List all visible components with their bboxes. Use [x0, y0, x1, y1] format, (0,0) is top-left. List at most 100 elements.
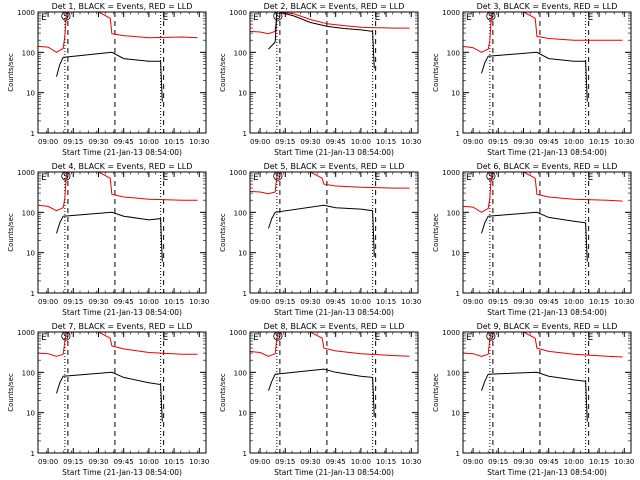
chart-panel: Det 4, BLACK = Events, RED = LLD Counts/s…	[7, 162, 209, 317]
eclipse-exit-label: E	[588, 333, 594, 343]
y-tick-label: 10	[238, 250, 247, 258]
x-tick-label: 09:00	[38, 458, 58, 466]
y-tick-label: 1000	[229, 9, 247, 17]
x-axis-label: Start Time (21-Jan-13 08:54:00)	[62, 148, 182, 157]
x-tick-label: 09:00	[250, 138, 270, 146]
x-tick-label: 09:15	[275, 298, 295, 306]
x-tick-label: 10:30	[401, 298, 421, 306]
y-axis-label: Counts/sec	[7, 53, 15, 92]
y-tick-label: 1	[456, 290, 460, 298]
y-tick-label: 1000	[442, 169, 460, 177]
x-tick-label: 09:15	[275, 458, 295, 466]
y-tick-label: 10	[26, 90, 35, 98]
x-tick-label: 10:15	[376, 138, 396, 146]
y-tick-label: 1	[31, 450, 35, 458]
chart-panel: Det 9, BLACK = Events, RED = LLD Counts/s…	[432, 322, 634, 477]
y-tick-label: 100	[22, 49, 35, 57]
y-tick-label: 1000	[17, 329, 35, 337]
x-tick-label: 09:15	[488, 458, 508, 466]
y-tick-label: 10	[451, 90, 460, 98]
events-series-line	[268, 11, 375, 69]
chart-title: Det 5, BLACK = Events, RED = LLD	[264, 162, 405, 171]
events-series-line	[481, 51, 588, 102]
x-axis-label: Start Time (21-Jan-13 08:54:00)	[487, 468, 607, 477]
y-tick-label: 100	[234, 209, 247, 217]
x-tick-label: 09:00	[250, 298, 270, 306]
eclipse-exit-label: E	[588, 13, 594, 23]
x-tick-label: 10:15	[589, 138, 609, 146]
x-axis-label: Start Time (21-Jan-13 08:54:00)	[274, 308, 394, 317]
y-tick-label: 10	[238, 410, 247, 418]
y-axis-label: Counts/sec	[219, 373, 227, 412]
y-axis-label: Counts/sec	[7, 373, 15, 412]
y-tick-label: 1	[243, 290, 247, 298]
chart-panel: Det 3, BLACK = Events, RED = LLD Counts/s…	[432, 2, 634, 157]
x-tick-label: 10:30	[614, 298, 634, 306]
x-tick-label: 09:45	[539, 138, 559, 146]
x-axis-label: Start Time (21-Jan-13 08:54:00)	[274, 148, 394, 157]
y-tick-label: 10	[451, 410, 460, 418]
chart-panel: Det 2, BLACK = Events, RED = LLD Counts/s…	[219, 2, 421, 157]
x-tick-label: 10:30	[614, 138, 634, 146]
x-tick-label: 09:30	[88, 138, 108, 146]
eclipse-entry-label: E	[41, 333, 47, 343]
x-tick-label: 10:15	[589, 298, 609, 306]
y-tick-label: 10	[26, 410, 35, 418]
lld-series-line	[249, 11, 410, 35]
events-series-line	[481, 211, 588, 262]
x-axis-label: Start Time (21-Jan-13 08:54:00)	[487, 308, 607, 317]
x-tick-label: 09:15	[275, 138, 295, 146]
plot-frame	[249, 11, 419, 134]
events-series-line	[268, 204, 375, 257]
x-tick-label: 09:15	[488, 138, 508, 146]
y-axis-label: Counts/sec	[219, 213, 227, 252]
chart-title: Det 7, BLACK = Events, RED = LLD	[52, 322, 193, 331]
plot-frame	[37, 11, 207, 134]
eclipse-exit-label: E	[375, 333, 381, 343]
x-tick-label: 10:30	[614, 458, 634, 466]
x-tick-label: 09:15	[63, 298, 83, 306]
x-tick-label: 09:45	[114, 298, 134, 306]
y-tick-label: 100	[22, 209, 35, 217]
eclipse-exit-label: E	[163, 173, 169, 183]
chart-title: Det 1, BLACK = Events, RED = LLD	[52, 2, 193, 11]
chart-title: Det 4, BLACK = Events, RED = LLD	[52, 162, 193, 171]
y-tick-label: 1000	[229, 329, 247, 337]
plot-frame	[462, 11, 632, 134]
x-tick-label: 09:00	[463, 458, 483, 466]
saa-label: S	[275, 12, 280, 21]
chart-panel: Det 7, BLACK = Events, RED = LLD Counts/s…	[7, 322, 209, 477]
y-tick-label: 1000	[442, 329, 460, 337]
x-tick-label: 10:00	[564, 138, 584, 146]
x-tick-label: 09:30	[513, 138, 533, 146]
y-tick-label: 10	[451, 250, 460, 258]
x-tick-label: 09:30	[513, 458, 533, 466]
chart-panel: Det 5, BLACK = Events, RED = LLD Counts/s…	[219, 162, 421, 317]
y-axis-label: Counts/sec	[432, 53, 440, 92]
x-tick-label: 09:45	[539, 298, 559, 306]
plot-frame	[462, 171, 632, 294]
saa-label: S	[275, 172, 280, 181]
eclipse-exit-label: E	[375, 173, 381, 183]
x-tick-label: 09:30	[300, 138, 320, 146]
eclipse-entry-label: E	[253, 13, 259, 23]
x-tick-label: 09:00	[250, 458, 270, 466]
y-tick-label: 1000	[17, 169, 35, 177]
eclipse-entry-label: E	[466, 13, 472, 23]
x-tick-label: 10:15	[376, 458, 396, 466]
y-axis-label: Counts/sec	[432, 373, 440, 412]
x-tick-label: 10:15	[164, 298, 184, 306]
x-tick-label: 09:45	[114, 138, 134, 146]
x-tick-label: 09:30	[513, 298, 533, 306]
y-axis-label: Counts/sec	[219, 53, 227, 92]
chart-title: Det 3, BLACK = Events, RED = LLD	[477, 2, 618, 11]
x-tick-label: 10:00	[139, 298, 159, 306]
y-tick-label: 100	[22, 369, 35, 377]
x-tick-label: 09:00	[463, 138, 483, 146]
x-tick-label: 10:00	[564, 298, 584, 306]
plot-frame	[37, 331, 207, 454]
x-tick-label: 10:15	[376, 298, 396, 306]
x-axis-label: Start Time (21-Jan-13 08:54:00)	[62, 468, 182, 477]
x-axis-label: Start Time (21-Jan-13 08:54:00)	[487, 148, 607, 157]
eclipse-entry-label: E	[466, 333, 472, 343]
